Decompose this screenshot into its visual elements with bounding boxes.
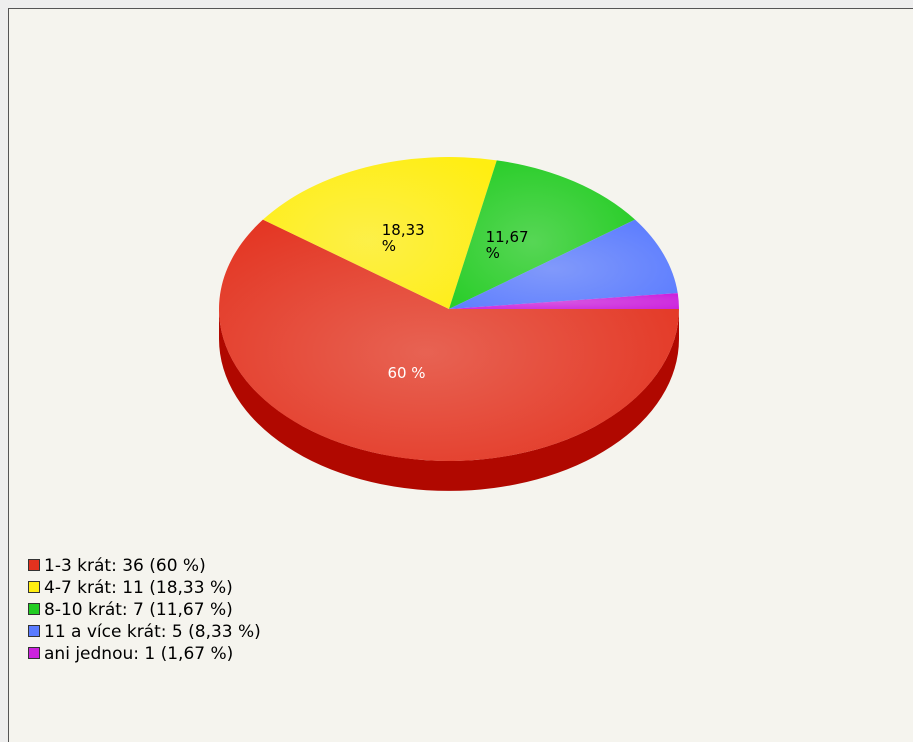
legend-entry: ani jednou: 1 (1,67 %)	[28, 644, 233, 664]
legend-swatch	[28, 625, 40, 637]
legend-entry: 4-7 krát: 11 (18,33 %)	[28, 578, 233, 598]
data-label: 60 %	[387, 364, 426, 383]
legend-swatch	[28, 559, 40, 571]
pie-slice	[218, 219, 680, 462]
data-label: 11,67 %	[485, 228, 529, 263]
legend-swatch	[28, 581, 40, 593]
data-label: 18,33 %	[381, 221, 425, 256]
legend-label: ani jednou: 1 (1,67 %)	[44, 644, 234, 664]
pie-slice	[449, 293, 679, 309]
legend-label: 4-7 krát: 11 (18,33 %)	[44, 578, 233, 598]
legend-label: 1-3 krát: 36 (60 %)	[44, 556, 206, 576]
legend-label: 8-10 krát: 7 (11,67 %)	[44, 600, 233, 620]
legend-swatch	[28, 603, 40, 615]
pie-slice	[262, 157, 497, 309]
legend-swatch	[28, 647, 40, 659]
pie-slice	[449, 219, 678, 309]
pie-slice-side	[219, 309, 679, 491]
legend-entry: 11 a více krát: 5 (8,33 %)	[28, 622, 261, 642]
pie-slice	[449, 160, 636, 309]
legend-entry: 1-3 krát: 36 (60 %)	[28, 556, 206, 576]
legend-label: 11 a více krát: 5 (8,33 %)	[44, 622, 261, 642]
legend-entry: 8-10 krát: 7 (11,67 %)	[28, 600, 233, 620]
